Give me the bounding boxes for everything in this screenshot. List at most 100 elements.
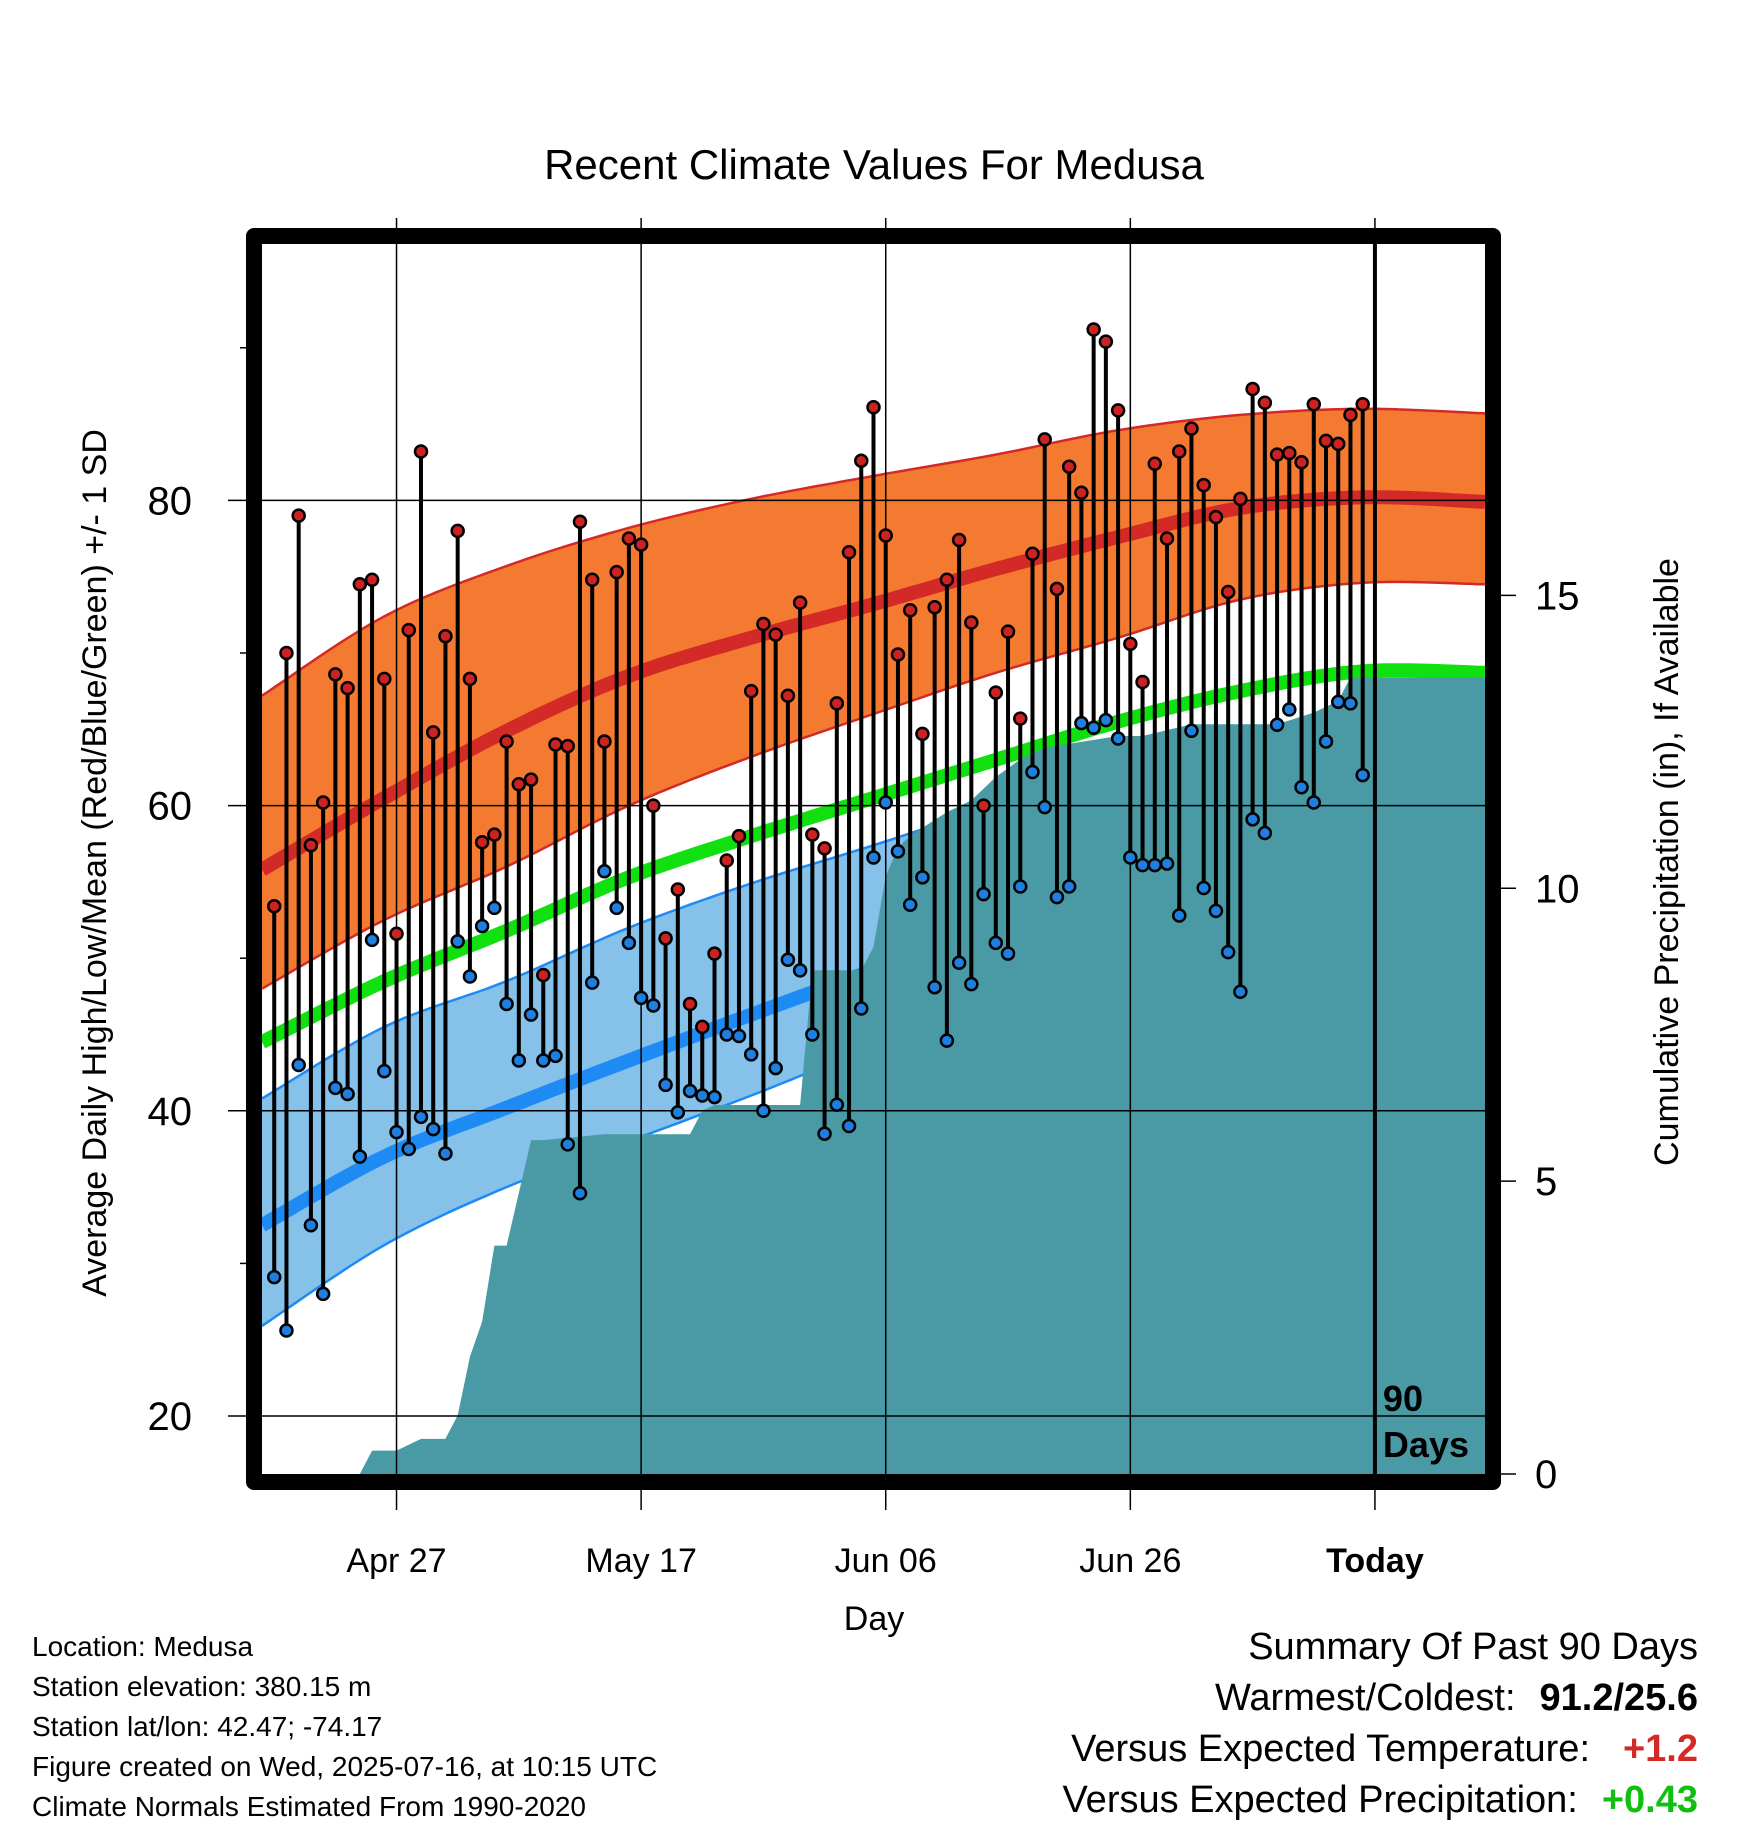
daily-low-point: [487, 900, 502, 916]
daily-low-point: [1269, 717, 1285, 732]
daily-high-point: [1269, 447, 1285, 462]
daily-low-point: [1025, 764, 1040, 780]
daily-high-point: [743, 683, 759, 699]
y2-tick-label: 5: [1535, 1160, 1557, 1204]
daily-high-point: [352, 577, 368, 592]
daily-low-point: [499, 996, 514, 1012]
daily-high-point: [646, 798, 661, 813]
daily-low-point: [1330, 694, 1346, 710]
daily-low-point: [890, 844, 906, 859]
elevation-text: Station elevation: 380.15 m: [32, 1671, 372, 1702]
daily-low-point: [878, 795, 893, 810]
temperature-anomaly-label: Versus Expected Temperature:: [1071, 1728, 1590, 1770]
daily-high-point: [328, 667, 343, 682]
daily-high-point: [1220, 584, 1236, 600]
x-tick-label: Jun 26: [1079, 1542, 1181, 1580]
daily-high-point: [1355, 396, 1370, 412]
daily-high-point: [315, 795, 331, 810]
precipitation-anomaly-row: Versus Expected Precipitation: +0.43: [1062, 1775, 1698, 1826]
daily-low-point: [584, 975, 600, 990]
daily-low-point: [976, 886, 991, 902]
daily-high-point: [621, 531, 637, 546]
precipitation-anomaly-value: +0.43: [1601, 1779, 1698, 1821]
daily-low-point: [866, 850, 881, 865]
daily-high-point: [364, 572, 380, 587]
daily-high-point: [548, 737, 563, 752]
y-tick-label: 20: [148, 1395, 193, 1439]
daily-low-point: [854, 1001, 869, 1016]
daily-low-point: [964, 976, 979, 992]
window-days-label: 90: [1383, 1378, 1423, 1419]
daily-high-point: [1061, 459, 1077, 475]
summary-panel: Summary Of Past 90 Days Warmest/Coldest:…: [1062, 1622, 1698, 1826]
daily-high-point: [988, 685, 1004, 700]
daily-low-point: [682, 1083, 698, 1099]
daily-low-point: [462, 969, 478, 984]
warmest-coldest-row: Warmest/Coldest: 91.2/25.6: [1062, 1673, 1698, 1724]
daily-high-point: [584, 572, 600, 587]
y-tick-label: 60: [148, 785, 193, 829]
daily-low-point: [1245, 812, 1260, 827]
daily-low-point: [548, 1048, 563, 1064]
daily-low-point: [633, 990, 649, 1006]
temperature-anomaly-value: +1.2: [1622, 1728, 1698, 1770]
daily-high-point: [964, 615, 979, 630]
daily-high-point: [682, 996, 698, 1012]
daily-high-point: [1306, 396, 1322, 412]
daily-high-point: [1172, 444, 1187, 459]
daily-low-point: [780, 952, 796, 967]
y-axis-label: Average Daily High/Low/Mean (Red/Blue/Gr…: [76, 429, 114, 1297]
daily-high-point: [377, 671, 392, 687]
daily-low-point: [266, 1269, 282, 1285]
daily-high-point: [1282, 445, 1297, 461]
daily-low-point: [988, 935, 1004, 951]
daily-high-point: [1233, 491, 1248, 507]
daily-high-point: [303, 838, 319, 853]
daily-high-point: [719, 853, 734, 868]
daily-high-point: [976, 798, 991, 813]
y2-axis-label: Cumulative Precipitation (in), If Availa…: [1648, 558, 1686, 1166]
daily-high-point: [1013, 711, 1028, 726]
daily-high-point: [1343, 407, 1358, 423]
daily-observations-layer: 90 Days: [266, 244, 1469, 1474]
daily-high-point: [780, 688, 796, 703]
daily-high-point: [817, 841, 832, 856]
daily-high-point: [462, 671, 478, 687]
daily-high-point: [658, 931, 673, 946]
daily-low-point: [536, 1053, 551, 1068]
daily-high-point: [633, 537, 649, 552]
daily-low-point: [939, 1033, 955, 1048]
daily-high-point: [878, 528, 893, 543]
daily-high-point: [1110, 403, 1126, 418]
daily-low-point: [670, 1105, 686, 1120]
daily-low-point: [695, 1088, 710, 1103]
daily-high-point: [866, 400, 881, 415]
daily-high-point: [487, 827, 502, 842]
daily-low-point: [1196, 880, 1211, 896]
daily-high-point: [1196, 477, 1211, 493]
daily-high-point: [1135, 674, 1150, 690]
daily-high-point: [1037, 432, 1052, 447]
daily-low-point: [413, 1109, 429, 1125]
latlon-text: Station lat/lon: 42.47; -74.17: [32, 1711, 383, 1742]
warmest-coldest-label: Warmest/Coldest:: [1214, 1677, 1516, 1719]
daily-low-point: [756, 1103, 771, 1119]
daily-low-point: [915, 870, 930, 885]
daily-low-point: [1123, 850, 1138, 865]
daily-low-point: [1135, 857, 1150, 873]
daily-low-point: [328, 1080, 343, 1096]
daily-low-point: [1184, 723, 1199, 739]
daily-high-point: [609, 564, 624, 580]
warmest-coldest-value: 91.2/25.6: [1539, 1677, 1698, 1719]
daily-low-point: [1220, 944, 1236, 960]
daily-low-point: [1000, 946, 1016, 961]
daily-high-point: [266, 899, 282, 914]
daily-low-point: [377, 1063, 392, 1079]
daily-high-point: [1257, 395, 1273, 410]
daily-high-point: [1184, 421, 1199, 436]
created-text: Figure created on Wed, 2025-07-16, at 10…: [32, 1751, 658, 1782]
daily-high-point: [1086, 322, 1101, 337]
y-tick-label: 40: [148, 1090, 193, 1134]
daily-high-point: [1000, 624, 1016, 639]
daily-low-point: [719, 1027, 734, 1042]
